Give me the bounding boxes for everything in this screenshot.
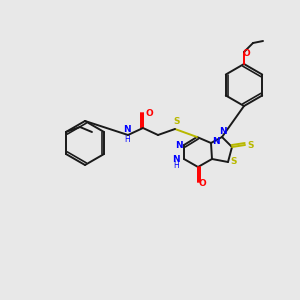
Text: H: H <box>124 136 130 145</box>
Text: O: O <box>242 49 250 58</box>
Text: O: O <box>198 179 206 188</box>
Text: H: H <box>173 161 179 170</box>
Text: N: N <box>172 154 180 164</box>
Text: S: S <box>174 118 180 127</box>
Text: N: N <box>175 140 183 149</box>
Text: S: S <box>231 157 237 166</box>
Text: N: N <box>219 127 227 136</box>
Text: N: N <box>212 137 220 146</box>
Text: S: S <box>248 140 254 149</box>
Text: O: O <box>145 109 153 118</box>
Text: N: N <box>123 124 131 134</box>
